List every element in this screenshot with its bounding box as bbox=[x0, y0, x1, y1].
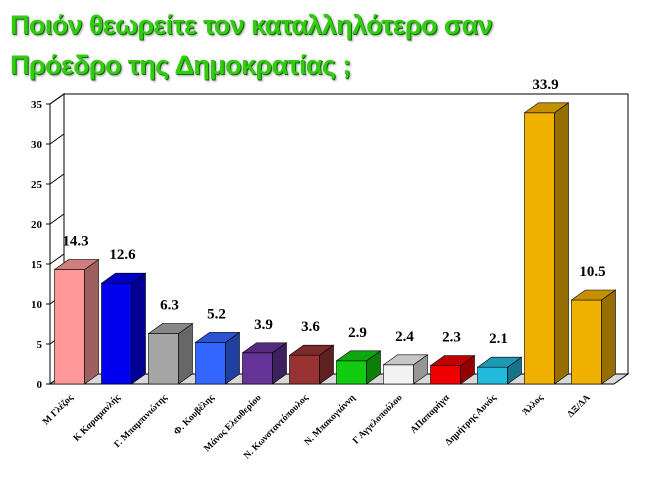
bar-side bbox=[178, 323, 193, 385]
bar-side bbox=[554, 102, 569, 385]
y-tick-label: 20 bbox=[31, 219, 43, 231]
y-tick-label: 10 bbox=[31, 299, 43, 311]
data-label: 5.2 bbox=[207, 306, 226, 322]
data-label: 10.5 bbox=[579, 264, 605, 280]
y-tick-depth-line bbox=[49, 253, 65, 265]
bar bbox=[336, 360, 367, 385]
bar bbox=[54, 269, 85, 385]
y-tick-label: 25 bbox=[31, 179, 43, 191]
bar bbox=[289, 354, 320, 385]
bar-top bbox=[570, 289, 617, 301]
category-label: Άλλος bbox=[521, 392, 546, 417]
bar-top bbox=[523, 102, 570, 114]
bar-top bbox=[147, 323, 194, 334]
bar-top bbox=[335, 350, 382, 362]
bar-side bbox=[601, 289, 616, 385]
category-label: Ν. Μπακογιάννη bbox=[302, 392, 357, 447]
bar bbox=[477, 366, 508, 385]
y-tick-depth-line bbox=[49, 93, 65, 105]
bar-top bbox=[288, 344, 335, 356]
bar-side bbox=[84, 259, 99, 385]
bar bbox=[101, 282, 132, 385]
bar bbox=[195, 342, 226, 385]
data-label: 2.3 bbox=[442, 330, 461, 346]
data-label: 2.4 bbox=[395, 329, 414, 345]
category-label: Φ. Κουβέλης bbox=[172, 392, 218, 438]
category-label: Κ Καραμανλής bbox=[71, 391, 124, 444]
data-label: 33.9 bbox=[532, 77, 558, 93]
bar-top bbox=[476, 356, 523, 368]
bar bbox=[571, 299, 602, 385]
data-label: 2.1 bbox=[489, 331, 508, 347]
bar bbox=[430, 365, 461, 385]
y-tick-label: 5 bbox=[37, 339, 43, 351]
category-label: Γ Αγγελοπούλου bbox=[351, 392, 405, 446]
y-tick-label: 30 bbox=[31, 139, 43, 151]
y-tick-label: 15 bbox=[31, 259, 43, 271]
data-label: 3.6 bbox=[301, 319, 320, 335]
bar-top bbox=[429, 355, 476, 366]
y-tick-depth-line bbox=[49, 133, 65, 145]
bar bbox=[383, 364, 414, 385]
category-label: Μ Γλέζος bbox=[41, 392, 77, 428]
bar bbox=[242, 352, 273, 385]
chart-title-line-1: Ποιόν θεωρείτε τον καταλληλότερο σαν bbox=[10, 10, 493, 40]
data-label: 6.3 bbox=[160, 298, 179, 314]
chart-title-line-2: Πρόεδρο της Δημοκρατίας ; bbox=[10, 50, 351, 80]
data-label: 2.9 bbox=[348, 325, 367, 341]
bar-top bbox=[53, 259, 100, 270]
y-tick-label: 35 bbox=[31, 99, 43, 111]
y-tick-depth-line bbox=[49, 213, 65, 225]
bar-top bbox=[241, 342, 288, 354]
bar-top bbox=[194, 332, 241, 343]
y-tick-depth-line bbox=[49, 173, 65, 185]
category-label: ΑΠαπαρήγα bbox=[408, 391, 453, 436]
category-label: ΔΞ/ΔΑ bbox=[566, 393, 593, 420]
bar-top bbox=[100, 272, 147, 284]
y-tick-label: 0 bbox=[37, 379, 43, 391]
data-label: 14.3 bbox=[62, 234, 88, 250]
bar bbox=[524, 112, 555, 385]
bar-top bbox=[382, 354, 429, 366]
bar-side bbox=[131, 272, 146, 385]
bar bbox=[148, 333, 179, 385]
data-label: 3.9 bbox=[254, 317, 273, 333]
data-label: 12.6 bbox=[109, 247, 136, 263]
